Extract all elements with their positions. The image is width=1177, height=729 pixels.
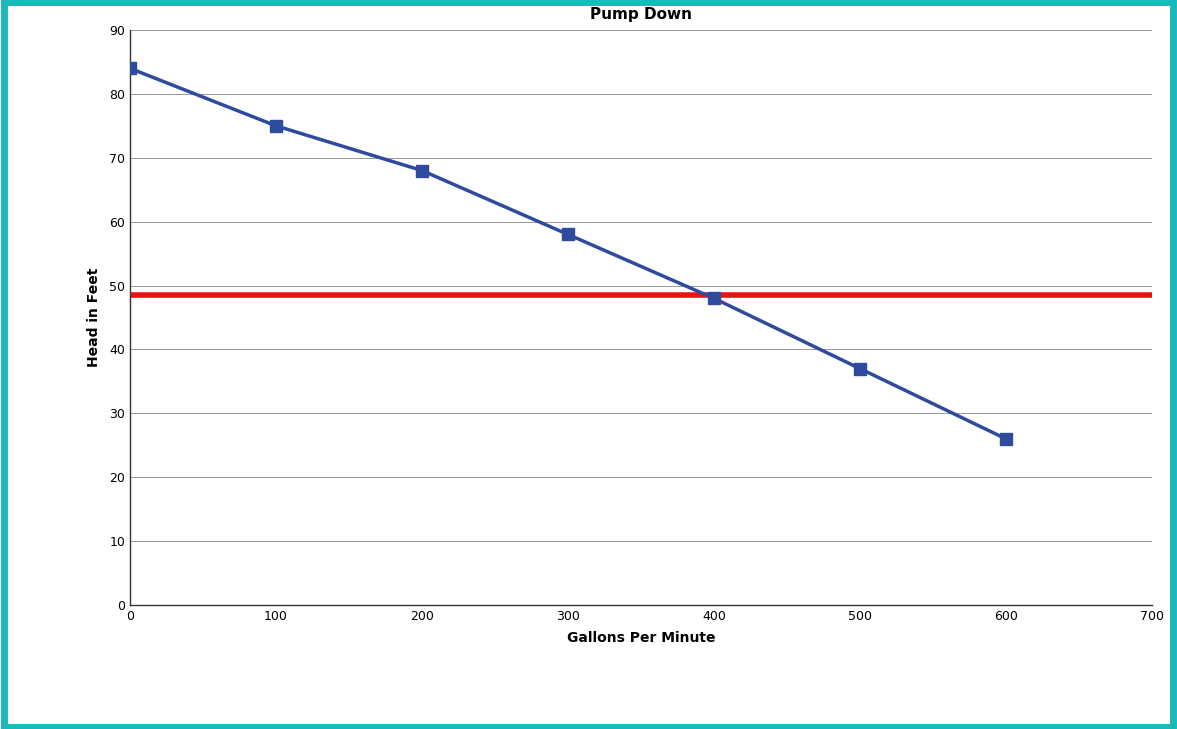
Y-axis label: Head in Feet: Head in Feet [87,268,101,367]
Text: Figure 1. Pump curve for a duplex lift station: Figure 1. Pump curve for a duplex lift s… [377,695,800,714]
X-axis label: Gallons Per Minute: Gallons Per Minute [567,631,716,645]
Title: Pump Down: Pump Down [590,7,692,22]
